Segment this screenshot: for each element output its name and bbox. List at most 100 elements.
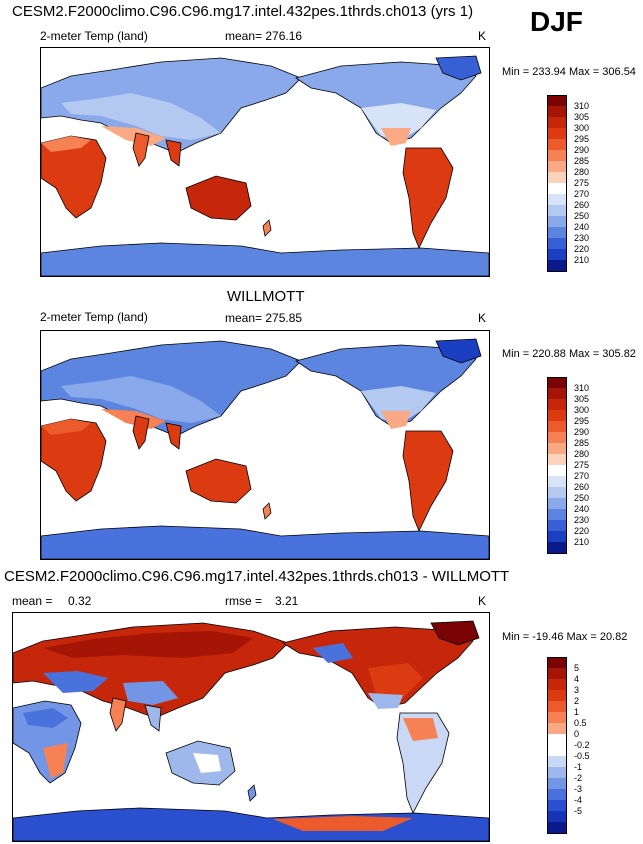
season-label: DJF [530,6,583,37]
colorbar-difference-swatch [547,701,567,713]
colorbar-willmott-swatch [547,498,567,510]
map-model [40,47,490,277]
colorbar-difference-swatch [547,800,567,812]
central-asia-cool [43,671,108,693]
colorbar-model-swatch [547,216,567,228]
eurasia-south [61,376,221,423]
alaska-cool [313,643,353,663]
panel2-title: WILLMOTT [227,288,305,305]
colorbar-willmott-swatch [547,443,567,455]
greenland [435,338,482,364]
colorbar-difference: 5 4 3 2 1 0.5 0 -0.2 -0.5 -1 -2 -3 -4 -5 [547,657,607,834]
south-america [402,147,454,249]
southern-africa-warm [43,743,68,778]
south-america [402,430,454,532]
colorbar-willmott-swatch [547,399,567,411]
colorbar-difference-swatch [547,690,567,702]
australia [185,458,252,504]
colorbar-willmott-swatch [547,476,567,488]
colorbar-model-tick-label: 240 [574,222,590,232]
colorbar-willmott-swatch [547,520,567,532]
colorbar-willmott-swatch [547,542,567,554]
map-model-svg [41,48,489,276]
colorbar-model-swatch [547,238,567,250]
colorbar-willmott: 310 305 300 295 290 285 280 275 270 260 250 240 230 2… [547,377,607,554]
colorbar-difference-tick-label: -1 [574,762,583,772]
colorbar-difference-swatch [547,756,567,768]
panel1-variable: 2-meter Temp (land) [40,29,148,43]
panel1-title: CESM2.F2000climo.C96.C96.mg17.intel.432p… [12,3,474,20]
new-zealand [247,784,257,802]
colorbar-difference-swatch [547,778,567,790]
panel3-rmse-value: 3.21 [275,594,299,608]
panel1-minmax: Min = 233.94 Max = 306.54 [502,66,636,78]
colorbar-model-swatch [547,194,567,206]
colorbar-willmott-swatch [547,377,567,389]
colorbar-model-tick-label: 305 [574,112,590,122]
colorbar-model-swatch [547,205,567,217]
colorbar-difference-tick-label: 4 [574,674,580,684]
colorbar-model-tick-label: 310 [574,101,590,111]
panel3-title: CESM2.F2000climo.C96.C96.mg17.intel.432p… [4,568,510,585]
colorbar-difference-tick-label: 2 [574,696,580,706]
india [132,415,150,450]
colorbar-model-tick-label: 275 [574,178,590,188]
australia-neutral [193,753,221,773]
colorbar-model-tick-label: 260 [574,200,590,210]
greenland [435,55,482,81]
colorbar-difference-tick-label: -0.2 [574,740,590,750]
colorbar-difference-tick-label: -4 [574,795,583,805]
colorbar-model-swatch [547,139,567,151]
colorbar-willmott-tick-label: 280 [574,449,590,459]
colorbar-willmott-tick-label: 210 [574,537,590,547]
colorbar-difference-swatch [547,745,567,757]
sahara [41,419,91,435]
africa [41,135,107,219]
colorbar-willmott-tick-label: 275 [574,460,590,470]
map-willmott-svg [41,331,489,559]
colorbar-willmott-tick-label: 260 [574,482,590,492]
colorbar-model-swatch [547,150,567,162]
sahara-cool [23,708,68,728]
colorbar-willmott-tick-label: 310 [574,383,590,393]
colorbar-willmott-swatch [547,509,567,521]
panel3-rmse-label: rmse = [225,594,263,608]
colorbar-difference-tick-label: -0.5 [574,751,590,761]
indochina [165,139,182,167]
colorbar-model-tick-label: 295 [574,134,590,144]
south-asia-warm [101,409,166,429]
colorbar-difference-tick-label: 0.5 [574,718,587,728]
map-difference-svg [13,613,489,841]
colorbar-willmott-tick-label: 295 [574,416,590,426]
north-america [295,61,477,144]
colorbar-willmott-swatch [547,410,567,422]
colorbar-difference-tick-label: 5 [574,663,580,673]
india [132,132,150,167]
tibet-cool [123,681,178,705]
antarctica [41,525,489,559]
greenland [430,620,480,646]
colorbar-willmott-tick-label: 250 [574,493,590,503]
new-zealand [262,219,272,237]
colorbar-difference-swatch [547,668,567,680]
indochina [144,704,162,732]
colorbar-difference-swatch [547,767,567,779]
indochina [165,422,182,450]
antarctica [41,242,489,276]
colorbar-willmott-tick-label: 220 [574,526,590,536]
amazon-warm [403,718,438,741]
colorbar-difference-swatch [547,822,567,834]
colorbar-model-swatch [547,106,567,118]
india [109,697,127,732]
colorbar-difference-tick-label: -3 [574,784,583,794]
colorbar-willmott-tick-label: 240 [574,504,590,514]
colorbar-model-swatch [547,249,567,261]
colorbar-model-swatch [547,95,567,107]
panel1-mean: mean= 276.16 [225,29,303,43]
mexico-cool [368,693,403,709]
colorbar-model-swatch [547,161,567,173]
panel3-units: K [478,594,487,608]
colorbar-model-swatch [547,117,567,129]
colorbar-model-tick-label: 290 [574,145,590,155]
panel3-minmax: Min = -19.46 Max = 20.82 [502,631,628,643]
